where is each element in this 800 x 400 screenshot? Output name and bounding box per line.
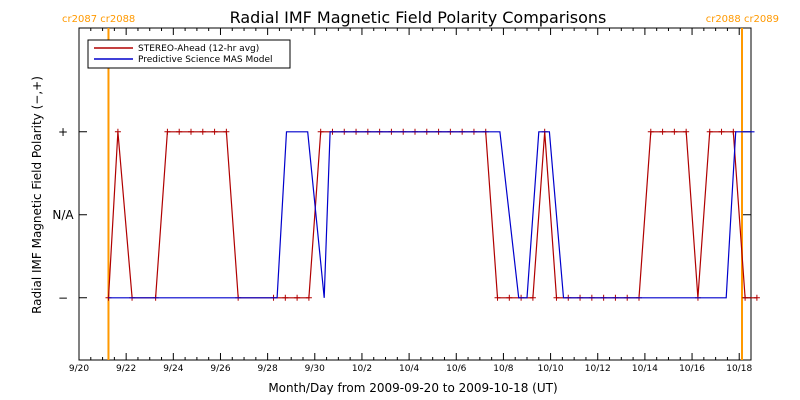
x-tick-label: 9/30 (305, 364, 325, 374)
data-point (553, 294, 560, 301)
x-axis-title: Month/Day from 2009-09-20 to 2009-10-18 … (268, 381, 557, 395)
data-point (494, 294, 501, 301)
data-point (282, 294, 289, 301)
series-line-mas-model (108, 131, 755, 299)
data-point (506, 294, 513, 301)
x-tick-label: 10/2 (352, 364, 372, 374)
series-lines (105, 128, 760, 301)
data-point (706, 128, 713, 135)
data-point (211, 128, 218, 135)
data-point (718, 128, 725, 135)
carrington-lines: cr2087 cr2088 cr2088 cr2089 (62, 14, 779, 360)
carrington-label: cr2087 cr2088 (62, 14, 135, 25)
plot-frame (78, 27, 752, 361)
series-line-stereo-ahead (107, 131, 757, 299)
x-tick-label: 10/12 (585, 364, 611, 374)
x-tick-label: 9/26 (210, 364, 230, 374)
legend-label: Predictive Science MAS Model (138, 55, 273, 65)
legend: STEREO-Ahead (12-hr avg)Predictive Scien… (87, 39, 291, 69)
x-tick-label: 10/8 (493, 364, 513, 374)
x-tick-label: 10/6 (446, 364, 466, 374)
y-axis-title: Radial IMF Magnetic Field Polarity (−,+) (30, 76, 44, 314)
x-tick-label: 9/20 (69, 364, 89, 374)
x-tick-label: 9/28 (258, 364, 278, 374)
data-point (223, 128, 230, 135)
x-tick-label: 10/14 (632, 364, 658, 374)
data-point (647, 128, 654, 135)
y-tick-label: + (58, 125, 68, 139)
data-point (317, 128, 324, 135)
legend-entries: STEREO-Ahead (12-hr avg)Predictive Scien… (94, 44, 273, 65)
data-point (199, 128, 206, 135)
y-tick-label: N/A (52, 208, 74, 222)
data-point (753, 294, 760, 301)
data-point (742, 294, 749, 301)
chart-title: Radial IMF Magnetic Field Polarity Compa… (230, 8, 607, 27)
y-tick-label: − (58, 291, 68, 305)
y-axis-ticks: + N/A − (52, 125, 751, 305)
x-tick-label: 10/18 (726, 364, 752, 374)
data-point (164, 128, 171, 135)
data-point (188, 128, 194, 135)
data-point (294, 294, 301, 301)
carrington-label: cr2088 cr2089 (706, 14, 779, 25)
data-point (671, 128, 678, 135)
data-point (683, 128, 690, 135)
data-point (305, 294, 312, 301)
data-point (529, 294, 536, 301)
legend-box (87, 39, 291, 69)
x-axis-ticks: 9/20 9/22 9/24 9/26 9/28 9/30 10/2 10/4 10/6 10/8… (69, 28, 752, 374)
x-tick-label: 10/16 (679, 364, 705, 374)
x-tick-label: 10/4 (399, 364, 419, 374)
legend-label: STEREO-Ahead (12-hr avg) (138, 44, 259, 54)
x-tick-label: 9/22 (116, 364, 136, 374)
data-point (659, 128, 666, 135)
data-point (176, 128, 183, 135)
x-tick-label: 10/10 (538, 364, 564, 374)
data-point (114, 128, 121, 135)
x-tick-label: 9/24 (163, 364, 183, 374)
